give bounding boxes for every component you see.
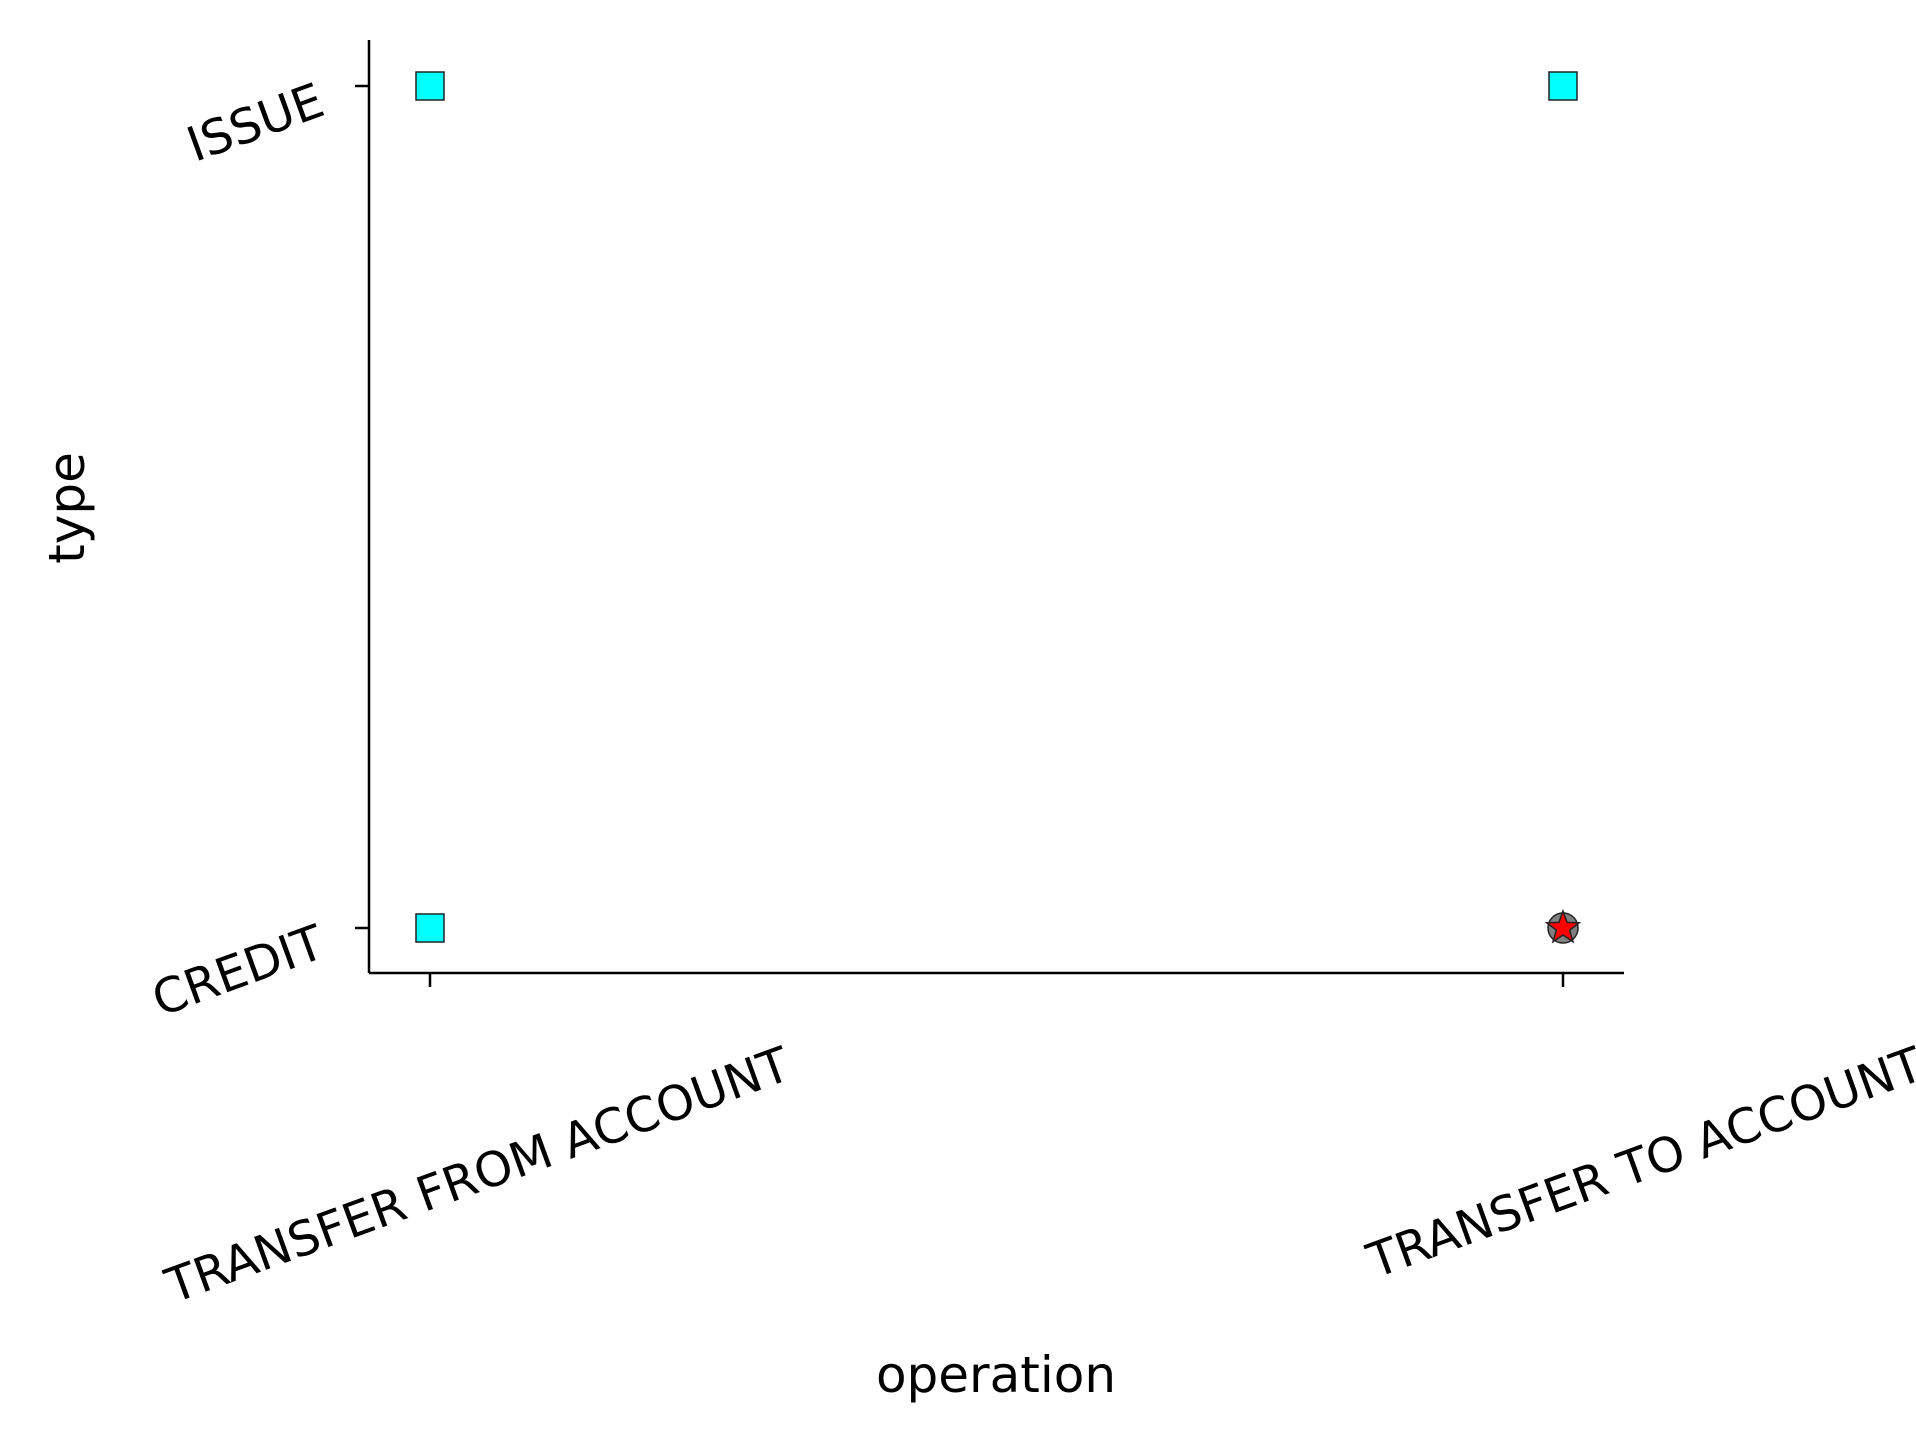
x-tick-label-transfer-from-account: TRANSFER FROM ACCOUNT <box>158 1036 798 1315</box>
ticks: TRANSFER FROM ACCOUNT TRANSFER TO ACCOUNT… <box>145 73 1916 1315</box>
data-points <box>415 71 1582 944</box>
x-tick-label-transfer-to-account: TRANSFER TO ACCOUNT <box>1359 1036 1916 1290</box>
point-square-transfer-from-account-credit <box>415 913 445 943</box>
y-axis-label: type <box>38 452 96 564</box>
axes <box>367 40 1624 975</box>
y-tick-label-credit: CREDIT <box>145 914 332 1028</box>
y-tick-label-issue: ISSUE <box>180 73 331 174</box>
point-star-transfer-to-account-credit <box>1544 908 1582 944</box>
x-axis-label: operation <box>876 1346 1116 1404</box>
point-square-transfer-to-account-issue <box>1548 71 1578 101</box>
point-square-transfer-from-account-issue <box>415 71 445 101</box>
